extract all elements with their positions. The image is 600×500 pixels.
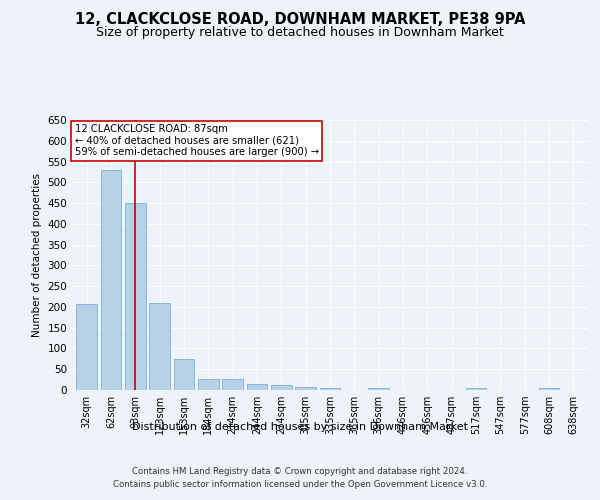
Text: Size of property relative to detached houses in Downham Market: Size of property relative to detached ho…	[96, 26, 504, 39]
Text: 12, CLACKCLOSE ROAD, DOWNHAM MARKET, PE38 9PA: 12, CLACKCLOSE ROAD, DOWNHAM MARKET, PE3…	[75, 12, 525, 28]
Bar	[247, 384, 268, 390]
Y-axis label: Number of detached properties: Number of detached properties	[32, 173, 42, 337]
Bar	[125, 203, 146, 390]
Text: Distribution of detached houses by size in Downham Market: Distribution of detached houses by size …	[132, 422, 468, 432]
Bar	[320, 388, 340, 390]
Bar	[76, 304, 97, 390]
Text: 12 CLACKCLOSE ROAD: 87sqm
← 40% of detached houses are smaller (621)
59% of semi: 12 CLACKCLOSE ROAD: 87sqm ← 40% of detac…	[74, 124, 319, 157]
Bar	[271, 385, 292, 390]
Bar	[101, 170, 121, 390]
Bar	[222, 379, 243, 390]
Bar	[466, 388, 487, 390]
Bar	[539, 388, 559, 390]
Bar	[368, 388, 389, 390]
Bar	[149, 303, 170, 390]
Text: Contains HM Land Registry data © Crown copyright and database right 2024.: Contains HM Land Registry data © Crown c…	[132, 467, 468, 476]
Bar	[173, 359, 194, 390]
Text: Contains public sector information licensed under the Open Government Licence v3: Contains public sector information licen…	[113, 480, 487, 489]
Bar	[295, 386, 316, 390]
Bar	[198, 379, 218, 390]
